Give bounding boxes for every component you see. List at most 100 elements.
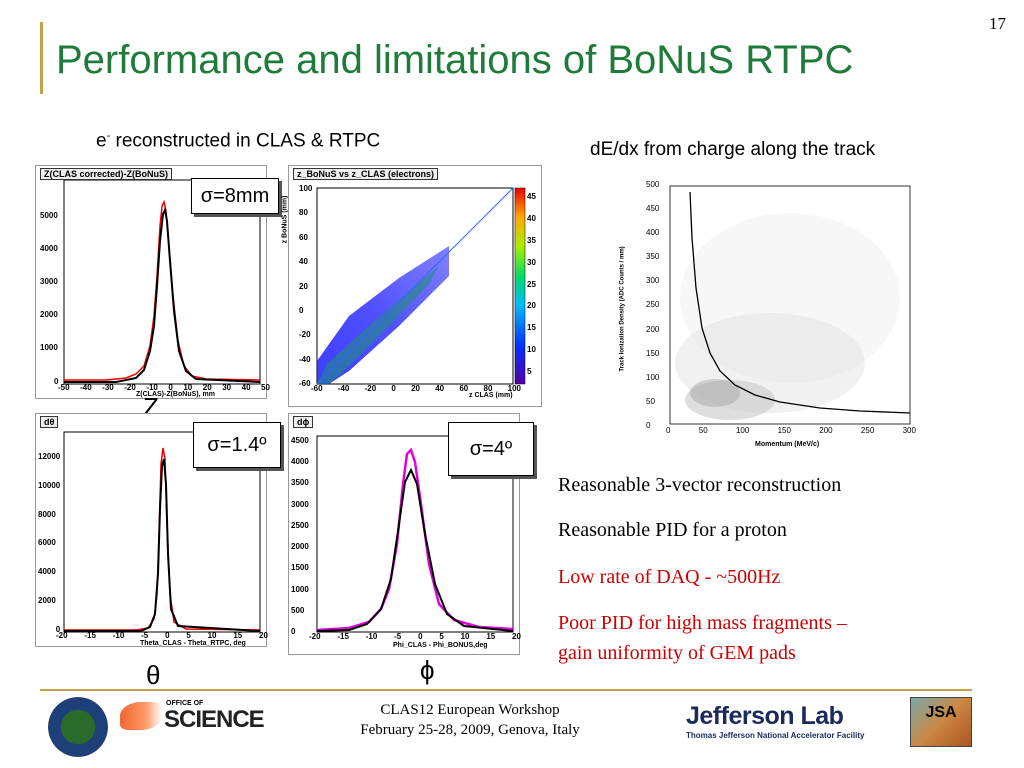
z-tick: 25	[527, 279, 536, 289]
y-ticks: 0 500 1000 1500 2000 2500 3000 3500 4000…	[291, 436, 309, 636]
y-tick: 0	[55, 624, 61, 634]
y-tick: 50	[646, 396, 655, 406]
x-tick: 50	[261, 383, 270, 392]
x-tick: -30	[102, 383, 114, 392]
y-tick: 2000	[38, 596, 56, 606]
z-tick: 30	[527, 257, 536, 267]
y-tick: 10000	[38, 480, 61, 490]
y-tick: 0	[291, 626, 296, 636]
office-of-text: OFFICE OF	[166, 700, 204, 707]
y-tick: 1000	[291, 584, 309, 594]
x-tick: 20	[411, 384, 420, 393]
y-tick: 60	[299, 232, 308, 242]
bullet-2: Reasonable PID for a proton	[558, 519, 787, 541]
x-tick: 200	[819, 426, 833, 435]
x-axis-label: Z(CLAS)-Z(BoNuS), mm	[136, 391, 215, 398]
diagonal-line	[316, 187, 514, 385]
x-tick: -60	[311, 384, 323, 393]
right-heading: dE/dx from charge along the track	[590, 139, 876, 160]
x-tick: 10	[207, 631, 217, 640]
z-ticks: 5 10 15 20 25 30 35 40 45	[527, 192, 536, 376]
x-tick: 5	[186, 631, 191, 640]
bullet-3: Low rate of DAQ - ~500Hz	[558, 566, 781, 588]
y-tick: 40	[299, 257, 308, 267]
y-tick: 200	[646, 324, 660, 334]
x-tick: 0	[168, 383, 173, 392]
x-tick: 50	[698, 426, 708, 435]
color-scale-bar	[514, 187, 526, 385]
x-tick: -5	[141, 631, 149, 640]
x-ticks: -50 -40 -30 -20 -10 0 10 20 30 40 50	[58, 383, 270, 392]
plot-dedx: Momentum (MeV/c) Track Ionization Densit…	[620, 178, 920, 460]
y-tick: 0	[299, 305, 304, 315]
y-tick: 3000	[40, 277, 58, 286]
x-tick: 100	[735, 426, 750, 435]
y-tick: 100	[646, 372, 660, 382]
bullet-4-continued: gain uniformity of GEM pads	[558, 642, 796, 664]
x-tick: 0	[391, 384, 396, 393]
y-tick: 1000	[40, 343, 58, 352]
plot-title: dθ	[40, 416, 59, 428]
z-tick: 45	[527, 192, 536, 201]
doe-seal-logo	[48, 697, 108, 757]
sigma-z-box: σ=8mm	[191, 178, 279, 214]
x-tick: 10	[183, 383, 193, 392]
title-accent-bar	[40, 22, 43, 94]
scatter-core	[317, 266, 439, 384]
histogram-z	[63, 179, 261, 385]
jsa-logo: JSA	[910, 697, 972, 747]
y-tick: 400	[646, 228, 660, 238]
y-tick: -60	[299, 379, 311, 388]
y-tick: 150	[646, 348, 660, 358]
y-tick: 80	[299, 208, 308, 218]
y-tick: 100	[299, 184, 313, 193]
y-tick: 2000	[291, 542, 309, 552]
plot-title: Z(CLAS corrected)-Z(BoNuS)	[40, 168, 172, 180]
y-ticks: 0 2000 4000 6000 8000 10000 12000	[38, 452, 60, 634]
y-axis-label: z BoNuS (mm)	[281, 195, 289, 244]
y-tick: 4500	[291, 436, 309, 445]
x-tick: 30	[222, 383, 232, 392]
x-tick: 15	[486, 632, 496, 641]
y-tick: 8000	[38, 509, 56, 519]
y-tick: 1500	[291, 563, 309, 573]
y-tick: 0	[646, 420, 651, 430]
y-tick: 4000	[291, 457, 309, 467]
y-tick: -40	[299, 354, 311, 364]
x-tick: -10	[112, 631, 125, 640]
jefferson-lab-logo: Jefferson Lab Thomas Jefferson National …	[686, 702, 908, 746]
x-tick: 10	[460, 632, 470, 641]
jlab-subtitle: Thomas Jefferson National Accelerator Fa…	[686, 731, 865, 740]
y-tick: 450	[646, 204, 660, 214]
y-tick: 20	[299, 281, 308, 291]
y-tick: 3000	[291, 499, 309, 509]
x-tick: -5	[394, 632, 402, 641]
dedx-scatter	[669, 185, 911, 425]
y-tick: 12000	[38, 452, 61, 461]
dedx-scatter-cloud	[675, 213, 900, 420]
x-tick: -10	[365, 632, 378, 641]
sigma-theta-box: σ=1.4º	[193, 422, 281, 468]
y-tick: 500	[646, 180, 660, 189]
black-fit-curve	[316, 467, 514, 632]
jsa-text: JSA	[925, 704, 957, 721]
plot-phi-resolution: dϕ Phi_CLAS - Phi_BONUS,deg 0 500 1000 1…	[288, 413, 521, 655]
page-number: 17	[989, 14, 1006, 33]
y-tick: 3500	[291, 478, 309, 488]
variable-phi-label: ϕ	[420, 655, 435, 685]
y-tick: 2000	[40, 310, 58, 319]
x-tick: 250	[860, 426, 875, 435]
x-tick: 0	[165, 631, 170, 640]
y-tick: 4000	[38, 567, 56, 577]
x-ticks: -20 -15 -10 -5 0 5 10 15 20	[56, 631, 268, 640]
x-ticks: 0 50 100 150 200 250 300	[666, 426, 916, 435]
y-tick: 0	[54, 377, 59, 386]
x-axis-label: Phi_CLAS - Phi_BONUS,deg	[393, 642, 488, 649]
y-ticks: 0 50 100 150 200 250 300 350 400 450 500	[646, 180, 659, 430]
heading-text: reconstructed in CLAS & RTPC	[110, 130, 381, 152]
y-tick: 300	[646, 276, 660, 286]
x-tick: 15	[233, 631, 243, 640]
x-tick: 150	[777, 426, 791, 435]
x-tick: -20	[364, 384, 377, 393]
x-tick: -20	[124, 383, 136, 392]
